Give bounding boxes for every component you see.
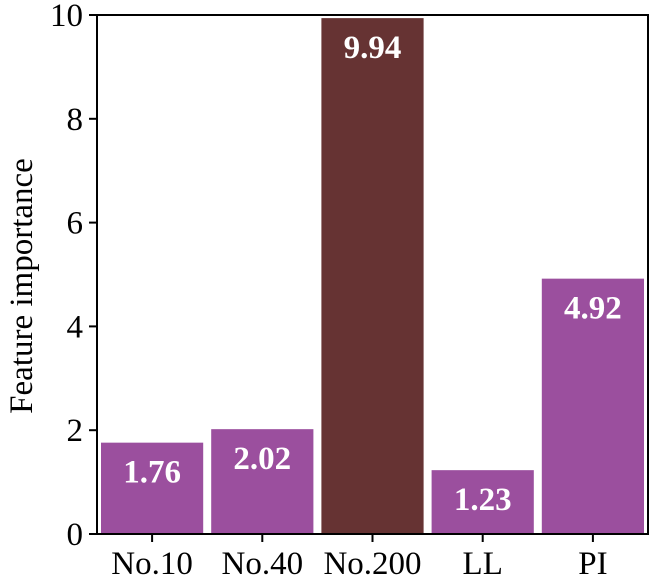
bars-group bbox=[101, 18, 644, 534]
data-label-no-40: 2.02 bbox=[233, 441, 291, 477]
data-label-pi: 4.92 bbox=[564, 291, 622, 327]
bar-pi bbox=[541, 278, 644, 534]
data-label-ll: 1.23 bbox=[454, 482, 512, 518]
data-labels-group: 1.76 2.02 9.94 1.23 4.92 bbox=[123, 30, 622, 518]
x-tick-label: No.40 bbox=[222, 546, 304, 582]
y-tick-label: 10 bbox=[50, 0, 83, 34]
y-axis-title: Feature importance bbox=[4, 158, 40, 414]
axes-group: No.10 No.40 No.200 LL PI 0 2 4 6 8 10 bbox=[50, 0, 649, 582]
x-tick-label: No.10 bbox=[111, 546, 193, 582]
y-tick-label: 2 bbox=[67, 413, 84, 449]
x-tick-label: LL bbox=[463, 546, 503, 582]
bar-no-200 bbox=[321, 18, 424, 534]
y-tick-label: 0 bbox=[67, 517, 84, 553]
plot-frame bbox=[96, 14, 649, 535]
y-tick-label: 4 bbox=[67, 309, 84, 345]
bar-ll bbox=[431, 470, 534, 534]
bar-no-10 bbox=[101, 442, 204, 534]
x-tick-label: PI bbox=[578, 546, 607, 582]
x-tick-label: No.200 bbox=[323, 546, 421, 582]
y-tick-label: 8 bbox=[67, 102, 84, 138]
y-tick-label: 6 bbox=[67, 206, 84, 242]
bar-no-40 bbox=[211, 429, 314, 534]
data-label-no-200: 9.94 bbox=[344, 30, 402, 66]
data-label-no-10: 1.76 bbox=[123, 455, 181, 491]
